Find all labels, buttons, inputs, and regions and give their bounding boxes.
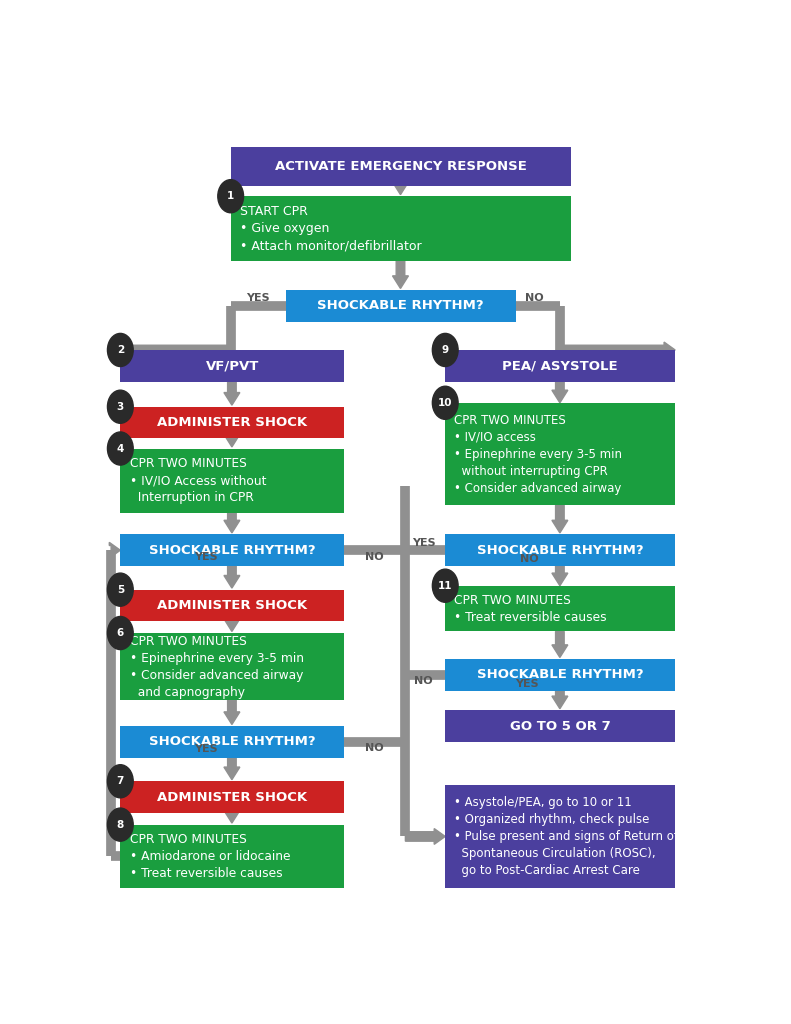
- FancyArrow shape: [552, 505, 568, 532]
- Text: 3: 3: [117, 401, 124, 412]
- Text: 4: 4: [116, 443, 124, 454]
- FancyBboxPatch shape: [445, 785, 675, 888]
- FancyArrow shape: [224, 758, 240, 779]
- Text: SHOCKABLE RHYTHM?: SHOCKABLE RHYTHM?: [477, 669, 644, 681]
- Text: NO: NO: [524, 293, 543, 303]
- FancyBboxPatch shape: [445, 350, 675, 382]
- Text: CPR TWO MINUTES
• IV/IO access
• Epinephrine every 3-5 min
  without interruptin: CPR TWO MINUTES • IV/IO access • Epineph…: [454, 414, 623, 495]
- FancyArrow shape: [552, 566, 568, 586]
- Text: 1: 1: [227, 191, 234, 201]
- FancyArrow shape: [224, 700, 240, 725]
- Text: YES: YES: [247, 293, 270, 303]
- Text: NO: NO: [365, 552, 384, 562]
- FancyBboxPatch shape: [120, 535, 344, 566]
- FancyArrow shape: [392, 261, 408, 289]
- Text: 10: 10: [438, 397, 452, 408]
- FancyBboxPatch shape: [445, 711, 675, 741]
- FancyBboxPatch shape: [120, 781, 344, 813]
- Circle shape: [433, 334, 458, 367]
- FancyBboxPatch shape: [120, 590, 344, 622]
- Text: SHOCKABLE RHYTHM?: SHOCKABLE RHYTHM?: [149, 735, 316, 749]
- FancyBboxPatch shape: [120, 824, 344, 888]
- FancyArrow shape: [552, 690, 568, 709]
- FancyArrow shape: [224, 618, 240, 632]
- Text: ACTIVATE EMERGENCY RESPONSE: ACTIVATE EMERGENCY RESPONSE: [274, 160, 527, 173]
- FancyBboxPatch shape: [231, 146, 571, 186]
- Text: ADMINISTER SHOCK: ADMINISTER SHOCK: [157, 791, 307, 804]
- FancyBboxPatch shape: [120, 633, 344, 700]
- Text: CPR TWO MINUTES
• Amiodarone or lidocaine
• Treat reversible causes: CPR TWO MINUTES • Amiodarone or lidocain…: [130, 833, 290, 880]
- Text: YES: YES: [516, 679, 539, 689]
- FancyBboxPatch shape: [231, 197, 571, 261]
- Text: VF/PVT: VF/PVT: [206, 359, 259, 373]
- Text: CPR TWO MINUTES
• Treat reversible causes: CPR TWO MINUTES • Treat reversible cause…: [454, 594, 607, 624]
- Text: 7: 7: [116, 776, 124, 786]
- FancyArrow shape: [560, 342, 675, 357]
- Text: 6: 6: [117, 628, 124, 638]
- FancyBboxPatch shape: [120, 350, 344, 382]
- FancyArrow shape: [406, 828, 445, 845]
- Text: NO: NO: [520, 554, 539, 564]
- FancyArrow shape: [224, 382, 240, 406]
- Text: 5: 5: [117, 585, 124, 595]
- Circle shape: [108, 432, 133, 465]
- FancyArrow shape: [120, 342, 231, 357]
- FancyArrow shape: [224, 513, 240, 532]
- Circle shape: [108, 573, 133, 606]
- FancyBboxPatch shape: [120, 726, 344, 758]
- Text: SHOCKABLE RHYTHM?: SHOCKABLE RHYTHM?: [317, 299, 484, 312]
- Circle shape: [108, 765, 133, 798]
- Text: 2: 2: [117, 345, 124, 355]
- FancyBboxPatch shape: [445, 535, 675, 566]
- Text: ADMINISTER SHOCK: ADMINISTER SHOCK: [157, 416, 307, 429]
- FancyArrow shape: [224, 434, 240, 446]
- Text: SHOCKABLE RHYTHM?: SHOCKABLE RHYTHM?: [149, 544, 316, 557]
- FancyBboxPatch shape: [120, 449, 344, 513]
- FancyBboxPatch shape: [445, 586, 675, 632]
- Text: CPR TWO MINUTES
• IV/IO Access without
  Interruption in CPR: CPR TWO MINUTES • IV/IO Access without I…: [130, 458, 266, 505]
- FancyArrow shape: [552, 632, 568, 657]
- Text: CPR TWO MINUTES
• Epinephrine every 3-5 min
• Consider advanced airway
  and cap: CPR TWO MINUTES • Epinephrine every 3-5 …: [130, 635, 304, 698]
- Text: YES: YES: [412, 538, 436, 548]
- Text: START CPR
• Give oxygen
• Attach monitor/defibrillator: START CPR • Give oxygen • Attach monitor…: [240, 205, 422, 252]
- Text: 11: 11: [438, 581, 452, 591]
- FancyArrow shape: [552, 382, 568, 402]
- Circle shape: [108, 390, 133, 423]
- Text: NO: NO: [365, 743, 384, 754]
- FancyBboxPatch shape: [445, 659, 675, 690]
- FancyArrow shape: [392, 182, 408, 195]
- Text: GO TO 5 OR 7: GO TO 5 OR 7: [510, 720, 611, 732]
- Circle shape: [108, 616, 133, 649]
- Text: 8: 8: [117, 819, 124, 829]
- FancyBboxPatch shape: [120, 407, 344, 438]
- Circle shape: [108, 334, 133, 367]
- Circle shape: [433, 386, 458, 420]
- Text: PEA/ ASYSTOLE: PEA/ ASYSTOLE: [502, 359, 618, 373]
- Text: SHOCKABLE RHYTHM?: SHOCKABLE RHYTHM?: [477, 544, 644, 557]
- FancyArrow shape: [224, 566, 240, 588]
- Text: YES: YES: [195, 552, 218, 562]
- Text: ADMINISTER SHOCK: ADMINISTER SHOCK: [157, 599, 307, 612]
- Text: YES: YES: [195, 743, 218, 754]
- Text: NO: NO: [414, 677, 433, 686]
- FancyBboxPatch shape: [286, 290, 516, 322]
- Text: • Asystole/PEA, go to 10 or 11
• Organized rhythm, check pulse
• Pulse present a: • Asystole/PEA, go to 10 or 11 • Organiz…: [454, 796, 679, 877]
- Circle shape: [108, 808, 133, 841]
- Circle shape: [433, 569, 458, 602]
- Text: 9: 9: [441, 345, 448, 355]
- FancyArrow shape: [224, 810, 240, 823]
- Circle shape: [218, 179, 244, 213]
- FancyBboxPatch shape: [445, 402, 675, 505]
- FancyArrow shape: [109, 543, 120, 558]
